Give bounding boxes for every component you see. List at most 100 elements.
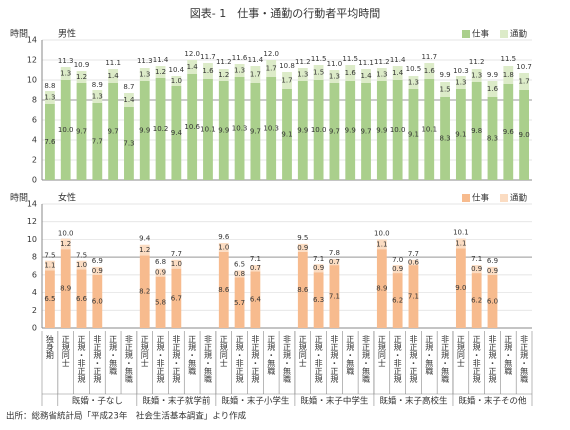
bar-segment	[218, 69, 229, 81]
bar-segment	[250, 83, 261, 180]
bar-segment	[60, 67, 71, 80]
total-label: 11.2	[295, 58, 311, 66]
value-label: 1.5	[439, 86, 450, 94]
bar-segment	[76, 83, 87, 180]
legend-label: 仕事	[472, 193, 490, 204]
value-label: 10.0	[58, 126, 74, 134]
value-label: 10.6	[184, 123, 200, 131]
bar-segment	[139, 255, 150, 328]
total-label: 11.1	[358, 59, 374, 67]
value-label: 7.3	[123, 140, 134, 148]
x-tick-label: 正規・非正規	[314, 335, 323, 384]
bar-segment	[329, 258, 340, 266]
value-label: 1.3	[408, 79, 419, 87]
total-label: 7.5	[44, 252, 55, 260]
bar-segment	[297, 243, 308, 252]
value-label: 7.7	[92, 138, 103, 146]
value-label: 0.9	[471, 265, 482, 273]
value-label: 9.9	[345, 127, 356, 135]
y-tick-label: 0	[32, 176, 37, 185]
value-label: 9.1	[408, 131, 419, 139]
value-label: 1.2	[139, 246, 150, 254]
legend-label: 仕事	[472, 29, 490, 40]
x-tick-label: 非正規・正規	[93, 334, 102, 384]
bar-segment	[471, 273, 482, 328]
total-label: 11.3	[137, 57, 153, 65]
value-label: 9.4	[171, 129, 183, 137]
bar-segment	[250, 66, 261, 83]
value-label: 6.2	[392, 297, 403, 305]
total-label: 9.4	[139, 235, 151, 243]
x-tick-label: 正規・無職	[504, 335, 513, 376]
value-label: 9.7	[108, 128, 119, 136]
value-label: 10.2	[153, 125, 169, 133]
x-tick-label: 正規・無職	[188, 335, 197, 376]
chart-title: 女性	[58, 192, 76, 204]
bar-segment	[76, 71, 87, 83]
value-label: 1.2	[155, 68, 166, 76]
bar-segment	[313, 264, 324, 273]
bar-segment	[424, 63, 435, 79]
bar-segment	[297, 251, 308, 328]
bar-segment	[171, 259, 182, 269]
bar-segment	[171, 86, 182, 180]
value-label: 1.6	[424, 67, 436, 75]
bar-segment	[297, 81, 308, 180]
total-label: 11.4	[153, 56, 169, 64]
x-tick-label: 非正規・無職	[124, 334, 133, 384]
total-label: 12.0	[263, 50, 279, 58]
value-label: 0.9	[313, 264, 324, 272]
x-tick-label: 非正規・正規	[172, 334, 181, 384]
total-label: 10.4	[169, 66, 185, 74]
y-tick-label: 10	[27, 235, 37, 244]
bar-segment	[218, 242, 229, 252]
bar-segment	[455, 76, 466, 89]
value-label: 9.0	[455, 284, 466, 292]
total-label: 9.6	[218, 233, 230, 241]
bar-segment	[92, 274, 103, 328]
value-label: 8.2	[139, 288, 150, 296]
value-label: 1.3	[329, 73, 340, 81]
x-tick-label: 正規同士	[140, 335, 149, 367]
x-tick-label: 正規・無職	[109, 335, 118, 376]
y-tick-label: 12	[27, 217, 37, 226]
total-label: 11.7	[421, 53, 437, 61]
total-label: 10.5	[406, 65, 422, 73]
value-label: 6.0	[487, 297, 498, 305]
total-label: 6.5	[234, 260, 245, 268]
total-label: 8.9	[92, 81, 103, 89]
value-label: 9.7	[360, 128, 371, 136]
bar-segment	[139, 81, 150, 180]
bar-segment	[155, 276, 166, 328]
group-label: 既婚・末子その他	[458, 396, 527, 407]
group-label: 既婚・末子就学前	[142, 396, 211, 407]
value-label: 0.7	[329, 258, 340, 266]
value-label: 0.8	[234, 270, 245, 278]
x-tick-label: 非正規・無職	[362, 334, 371, 384]
x-tick-label: 非正規・正規	[409, 334, 418, 384]
bar-segment	[60, 238, 71, 250]
value-label: 1.6	[202, 67, 214, 75]
x-tick-label: 正規同士	[61, 335, 70, 367]
x-tick-label: 独身期	[45, 334, 54, 360]
bar-segment	[455, 89, 466, 180]
bar-segment	[234, 64, 245, 77]
value-label: 10.0	[311, 126, 327, 134]
bar-segment	[376, 68, 387, 81]
total-label: 10.9	[74, 61, 90, 69]
group-label: 既婚・末子小学生	[221, 396, 290, 407]
bar-segment	[424, 79, 435, 180]
value-label: 8.6	[218, 286, 230, 294]
total-label: 11.6	[232, 54, 248, 62]
bar-segment	[282, 89, 292, 180]
bar-segment	[471, 69, 482, 82]
bar-segment	[108, 83, 119, 180]
bar-segment	[155, 66, 166, 78]
bar-segment	[187, 60, 198, 74]
value-label: 1.7	[266, 65, 277, 73]
value-label: 10.1	[421, 126, 437, 134]
y-tick-label: 8	[32, 253, 37, 262]
bar-segment	[313, 272, 324, 328]
value-label: 0.9	[92, 267, 103, 275]
